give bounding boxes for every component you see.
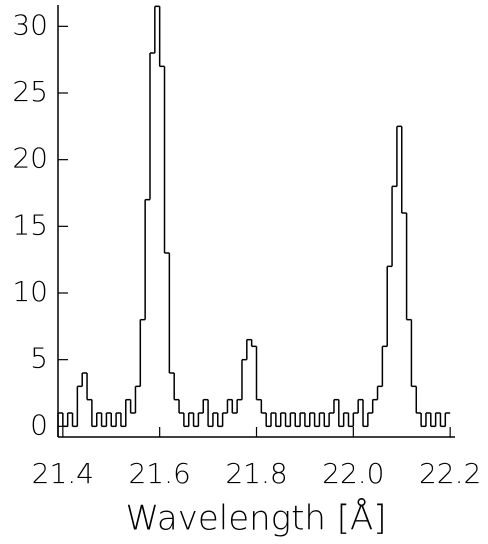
y-tick-label: 30 <box>12 8 48 41</box>
histogram-connectors <box>57 6 447 437</box>
x-tick-label: 22.0 <box>322 457 384 490</box>
x-tick-label: 22.2 <box>419 457 481 490</box>
x-tick-label: 21.4 <box>32 457 94 490</box>
x-tick-label: 21.6 <box>128 457 190 490</box>
y-tick-label: 5 <box>30 342 48 375</box>
y-tick-label: 10 <box>12 275 48 308</box>
y-tick-label: 25 <box>12 75 48 108</box>
x-axis-label: Wavelength [Å] <box>125 499 386 539</box>
y-tick-label: 20 <box>12 142 48 175</box>
y-tick-label: 15 <box>12 208 48 241</box>
y-tick-label: 0 <box>30 408 48 441</box>
x-tick-label: 21.8 <box>225 457 287 490</box>
